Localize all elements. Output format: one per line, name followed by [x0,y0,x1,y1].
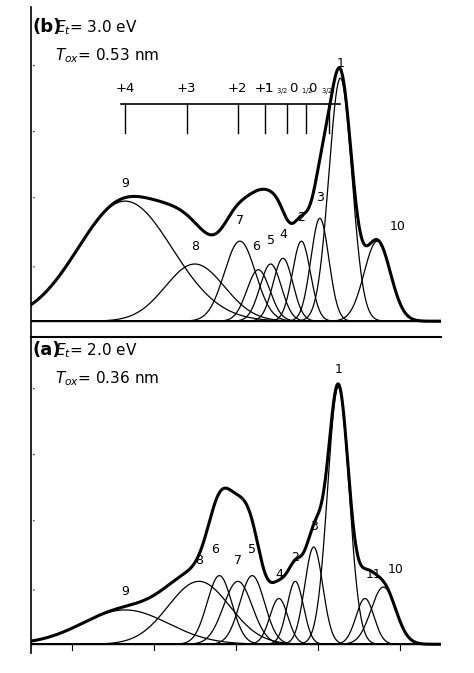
Text: 7: 7 [236,214,244,227]
Text: 9: 9 [121,177,129,190]
Text: $_{1/2}$: $_{1/2}$ [301,86,313,97]
Text: $T_{ox}$= 0.36 nm: $T_{ox}$= 0.36 nm [55,369,160,388]
Text: 4: 4 [279,228,287,241]
Text: 3: 3 [316,191,324,204]
Text: +4: +4 [116,82,135,96]
Text: (b): (b) [33,18,62,36]
Text: 9: 9 [121,586,129,598]
Text: 11: 11 [365,568,381,581]
Text: 10: 10 [388,563,404,575]
Text: +1: +1 [255,82,274,96]
Text: 0: 0 [309,82,317,96]
Text: 2: 2 [298,211,305,224]
Text: 4: 4 [275,568,283,581]
Text: +1: +1 [255,82,274,96]
Text: 3: 3 [310,520,318,533]
Text: 7: 7 [234,554,242,567]
Text: 5: 5 [267,234,274,247]
Text: 8: 8 [195,554,203,567]
Text: 6: 6 [252,240,260,252]
Text: 1: 1 [334,363,342,376]
Text: 10: 10 [390,219,406,233]
Text: $E_t$= 2.0 eV: $E_t$= 2.0 eV [55,341,138,360]
Text: 1: 1 [337,57,344,69]
Text: $_{3/2}$: $_{3/2}$ [276,86,288,97]
Text: 8: 8 [191,240,199,252]
Text: 0: 0 [289,82,298,96]
Text: 6: 6 [211,542,219,556]
Text: +2: +2 [228,82,247,96]
Text: $_{3/2}$: $_{3/2}$ [321,86,333,97]
Text: +3: +3 [177,82,196,96]
Text: (a): (a) [33,341,61,359]
Text: 5: 5 [248,542,256,556]
Text: $E_t$= 3.0 eV: $E_t$= 3.0 eV [55,18,138,37]
Text: $T_{ox}$= 0.53 nm: $T_{ox}$= 0.53 nm [55,46,160,65]
Text: 2: 2 [292,551,299,564]
